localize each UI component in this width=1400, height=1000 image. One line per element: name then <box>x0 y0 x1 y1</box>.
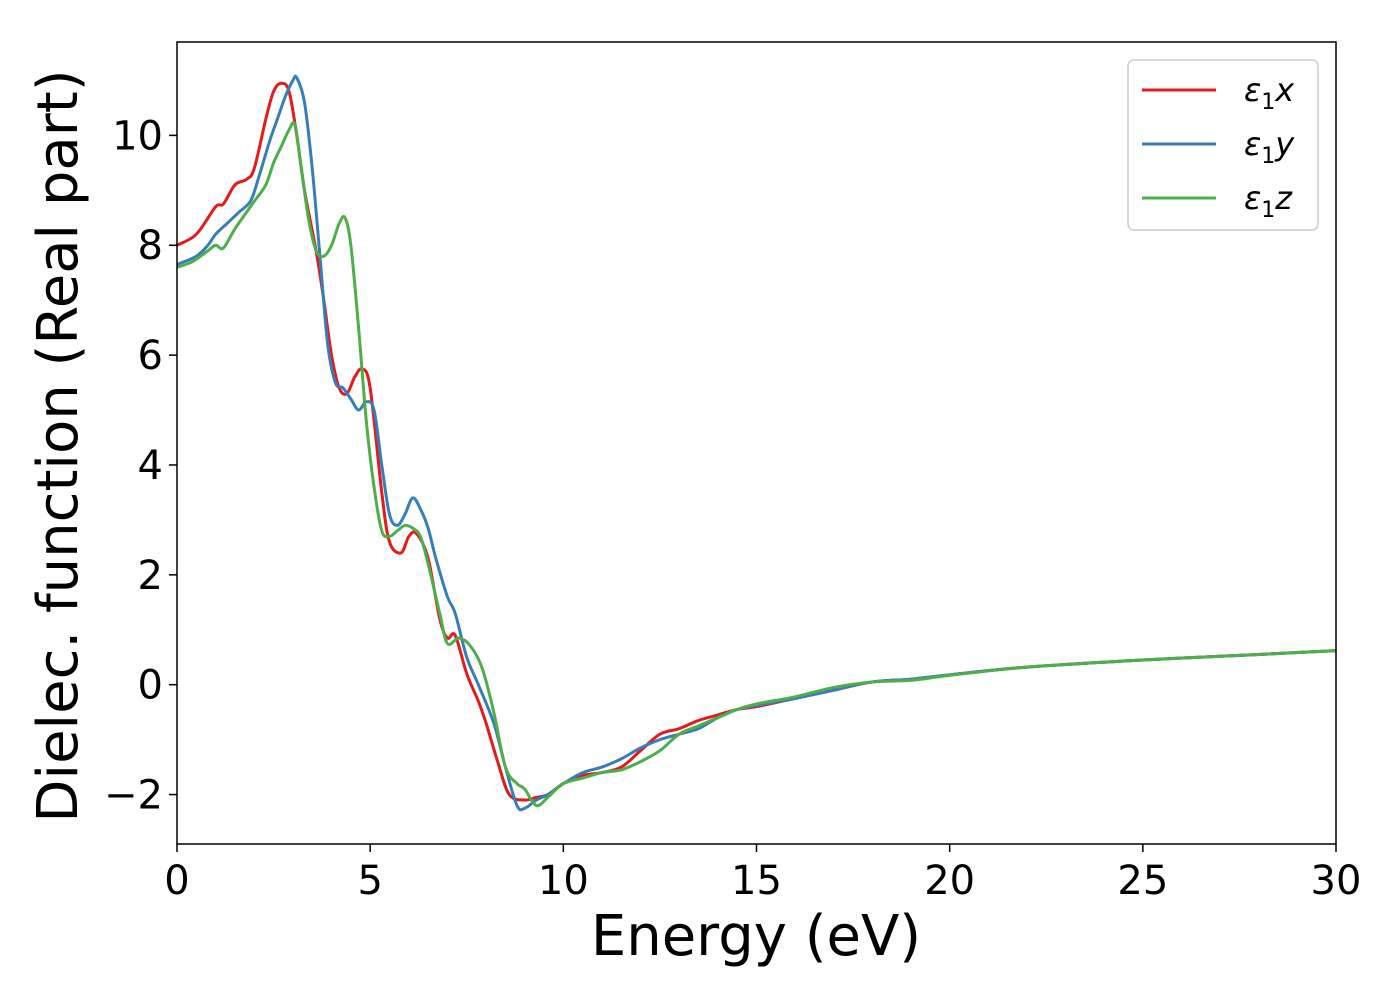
legend-label-x: ε1x <box>1244 71 1295 115</box>
x-tick-label: 0 <box>164 858 189 904</box>
y-axis-title: Dielec. function (Real part) <box>26 69 91 822</box>
y-tick-label: 6 <box>138 333 163 379</box>
x-tick-label: 5 <box>357 858 382 904</box>
x-axis: 0 5 10 15 20 25 30 <box>164 844 1361 904</box>
x-tick-label: 15 <box>731 858 782 904</box>
y-tick-label: 10 <box>112 113 163 159</box>
y-tick-label: 2 <box>138 553 163 599</box>
legend-label-y: ε1y <box>1244 125 1295 169</box>
x-tick-label: 25 <box>1117 858 1168 904</box>
y-tick-label: 8 <box>138 223 163 269</box>
x-tick-label: 10 <box>538 858 589 904</box>
series-line-z <box>177 120 1336 808</box>
series-layer <box>177 74 1336 812</box>
x-axis-title: Energy (eV) <box>591 904 921 969</box>
x-tick-label: 30 <box>1311 858 1362 904</box>
x-tick-label: 20 <box>924 858 975 904</box>
y-tick-label: 0 <box>138 663 163 709</box>
y-axis: −2 0 2 4 6 8 10 <box>104 113 177 819</box>
legend-box <box>1127 59 1319 231</box>
y-tick-label: 4 <box>138 443 163 489</box>
y-tick-label: −2 <box>104 773 163 819</box>
legend: ε1x ε1y ε1z <box>1127 59 1319 231</box>
legend-label-z: ε1z <box>1244 179 1293 223</box>
